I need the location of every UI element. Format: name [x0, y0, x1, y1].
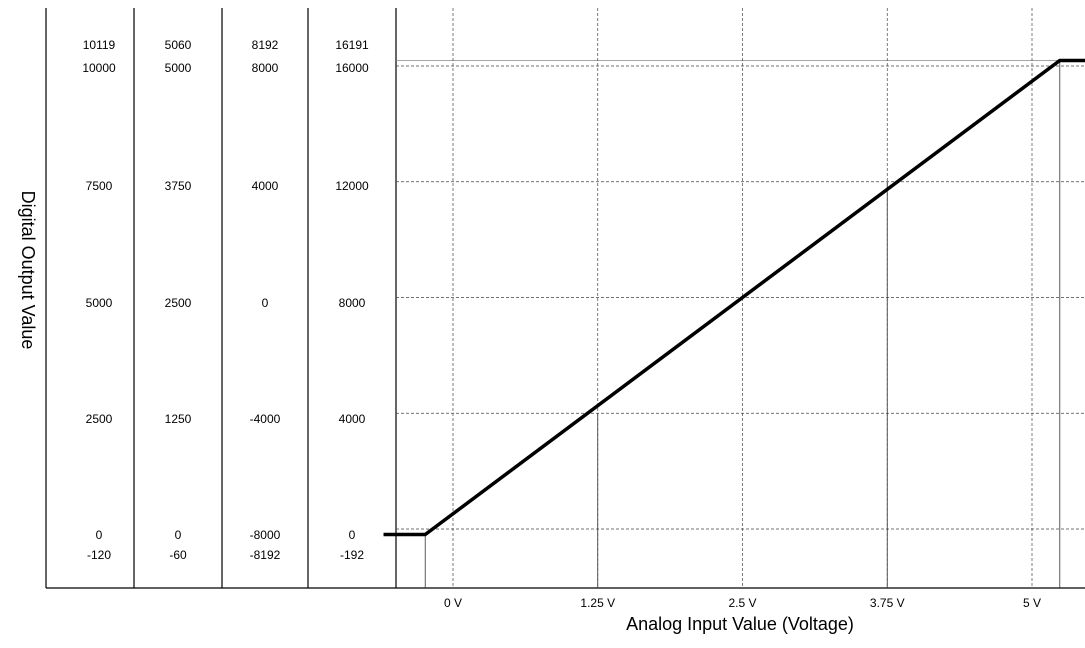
y-scale-column-4-label-7: -192 — [340, 548, 364, 562]
y-scale-column-2-label-1: 5060 — [165, 38, 192, 52]
y-scale-column-1-label-2: 10000 — [82, 61, 116, 75]
x-tick-label-2: 2.5 V — [728, 596, 756, 610]
y-scale-column-4-label-4: 8000 — [339, 296, 366, 310]
x-tick-label-1: 1.25 V — [580, 596, 615, 610]
y-scale-column-4-label-1: 16191 — [335, 38, 369, 52]
y-scale-column-2-label-7: -60 — [169, 548, 187, 562]
y-scale-column-3-label-2: 8000 — [252, 61, 279, 75]
y-scale-column-2-label-6: 0 — [175, 528, 182, 542]
y-scale-column-1-label-3: 7500 — [86, 179, 113, 193]
y-scale-column-4-label-5: 4000 — [339, 412, 366, 426]
y-scale-column-3-label-7: -8192 — [250, 548, 281, 562]
y-scale-column-1-label-6: 0 — [96, 528, 103, 542]
y-axis-title: Digital Output Value — [18, 191, 38, 350]
y-scale-column-4-label-6: 0 — [349, 528, 356, 542]
y-scale-column-3-label-6: -8000 — [250, 528, 281, 542]
y-scale-column-2-label-2: 5000 — [165, 61, 192, 75]
y-scale-column-3-label-5: -4000 — [250, 412, 281, 426]
x-tick-label-4: 5 V — [1023, 596, 1041, 610]
series-line-1 — [383, 58, 1085, 537]
y-scale-column-3-label-4: 0 — [262, 296, 269, 310]
x-tick-label-0: 0 V — [444, 596, 462, 610]
y-scale-column-1-label-5: 2500 — [86, 412, 113, 426]
y-scale-column-2-label-3: 3750 — [165, 179, 192, 193]
y-scale-column-4-label-3: 12000 — [335, 179, 369, 193]
y-scale-column-1-label-1: 10119 — [83, 38, 116, 52]
x-axis-title: Analog Input Value (Voltage) — [626, 614, 854, 634]
y-scale-column-3-label-3: 4000 — [252, 179, 279, 193]
x-tick-label-3: 3.75 V — [870, 596, 905, 610]
y-scale-column-2-label-5: 1250 — [165, 412, 192, 426]
y-scale-column-4-label-2: 16000 — [335, 61, 369, 75]
y-scale-column-1-label-7: -120 — [87, 548, 111, 562]
y-scale-column-2-label-4: 2500 — [165, 296, 192, 310]
y-scale-column-1-label-4: 5000 — [86, 296, 113, 310]
y-scale-column-3-label-1: 8192 — [252, 38, 279, 52]
